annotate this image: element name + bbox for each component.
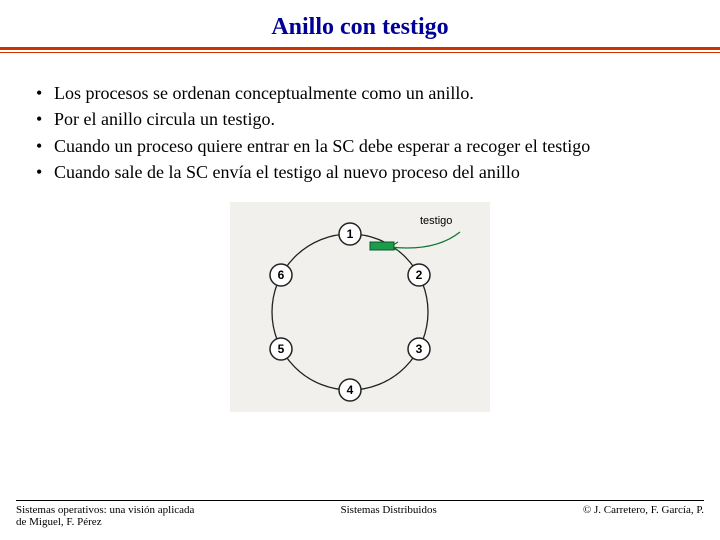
ring-node: 4: [339, 379, 361, 401]
page-title: Anillo con testigo: [271, 14, 448, 41]
footer-right: © J. Carretero, F. García, P.: [583, 504, 704, 528]
bullet-item: Por el anillo circula un testigo.: [32, 107, 688, 131]
ring-diagram: testigo 1 2 3 4 5: [230, 202, 490, 412]
node-label: 1: [347, 227, 354, 241]
bullet-item: Los procesos se ordenan conceptualmente …: [32, 81, 688, 105]
ring-node: 2: [408, 264, 430, 286]
node-label: 2: [416, 268, 423, 282]
bullet-item: Cuando sale de la SC envía el testigo al…: [32, 160, 688, 184]
bullet-item: Cuando un proceso quiere entrar en la SC…: [32, 134, 688, 158]
bullet-list: Los procesos se ordenan conceptualmente …: [32, 81, 688, 184]
token-label: testigo: [420, 215, 452, 227]
ring-node: 1: [339, 223, 361, 245]
footer-left: Sistemas operativos: una visión aplicada…: [16, 504, 194, 528]
node-label: 3: [416, 342, 423, 356]
node-label: 4: [347, 383, 354, 397]
content-area: Los procesos se ordenan conceptualmente …: [0, 53, 720, 417]
ring-node: 6: [270, 264, 292, 286]
token-marker: [370, 242, 394, 250]
footer-center: Sistemas Distribuidos: [194, 504, 582, 528]
footer: Sistemas operativos: una visión aplicada…: [0, 500, 720, 528]
title-rule: [0, 47, 720, 53]
node-label: 5: [278, 342, 285, 356]
ring-node: 3: [408, 338, 430, 360]
ring-node: 5: [270, 338, 292, 360]
node-label: 6: [278, 268, 285, 282]
